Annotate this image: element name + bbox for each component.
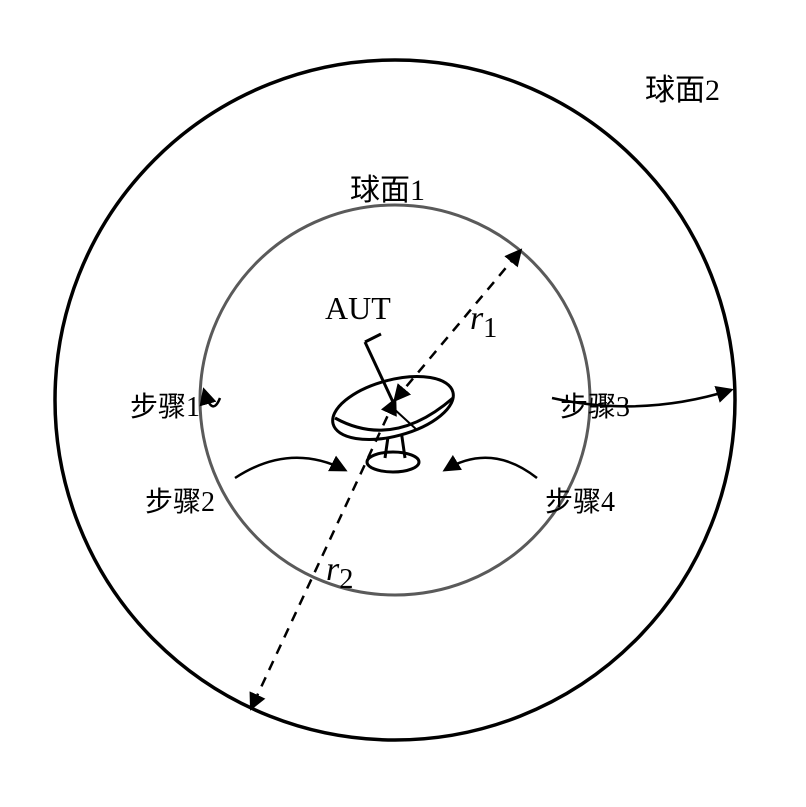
- step-2-label: 步骤2: [145, 480, 215, 520]
- step-4-arrow: [445, 458, 537, 478]
- step-3-label: 步骤3: [560, 385, 630, 425]
- aut-label: AUT: [325, 290, 391, 327]
- outer-sphere-label: 球面2: [645, 65, 720, 109]
- aut-base: [367, 452, 419, 472]
- diagram-svg: [0, 0, 806, 807]
- step-1-label: 步骤1: [130, 385, 200, 425]
- step-1-arrow: [204, 390, 220, 406]
- radius-2-line: [251, 400, 395, 708]
- step-2-arrow: [235, 458, 345, 478]
- diagram-canvas: 球面2 球面1 AUT r1 r2 步骤1 步骤2 步骤3 步骤4: [0, 0, 806, 807]
- radius-1-label: r1: [470, 300, 497, 345]
- radius-2-label: r2: [326, 551, 353, 596]
- step-4-label: 步骤4: [545, 480, 615, 520]
- inner-sphere-label: 球面1: [350, 165, 425, 209]
- aut-feed-tip: [365, 334, 381, 342]
